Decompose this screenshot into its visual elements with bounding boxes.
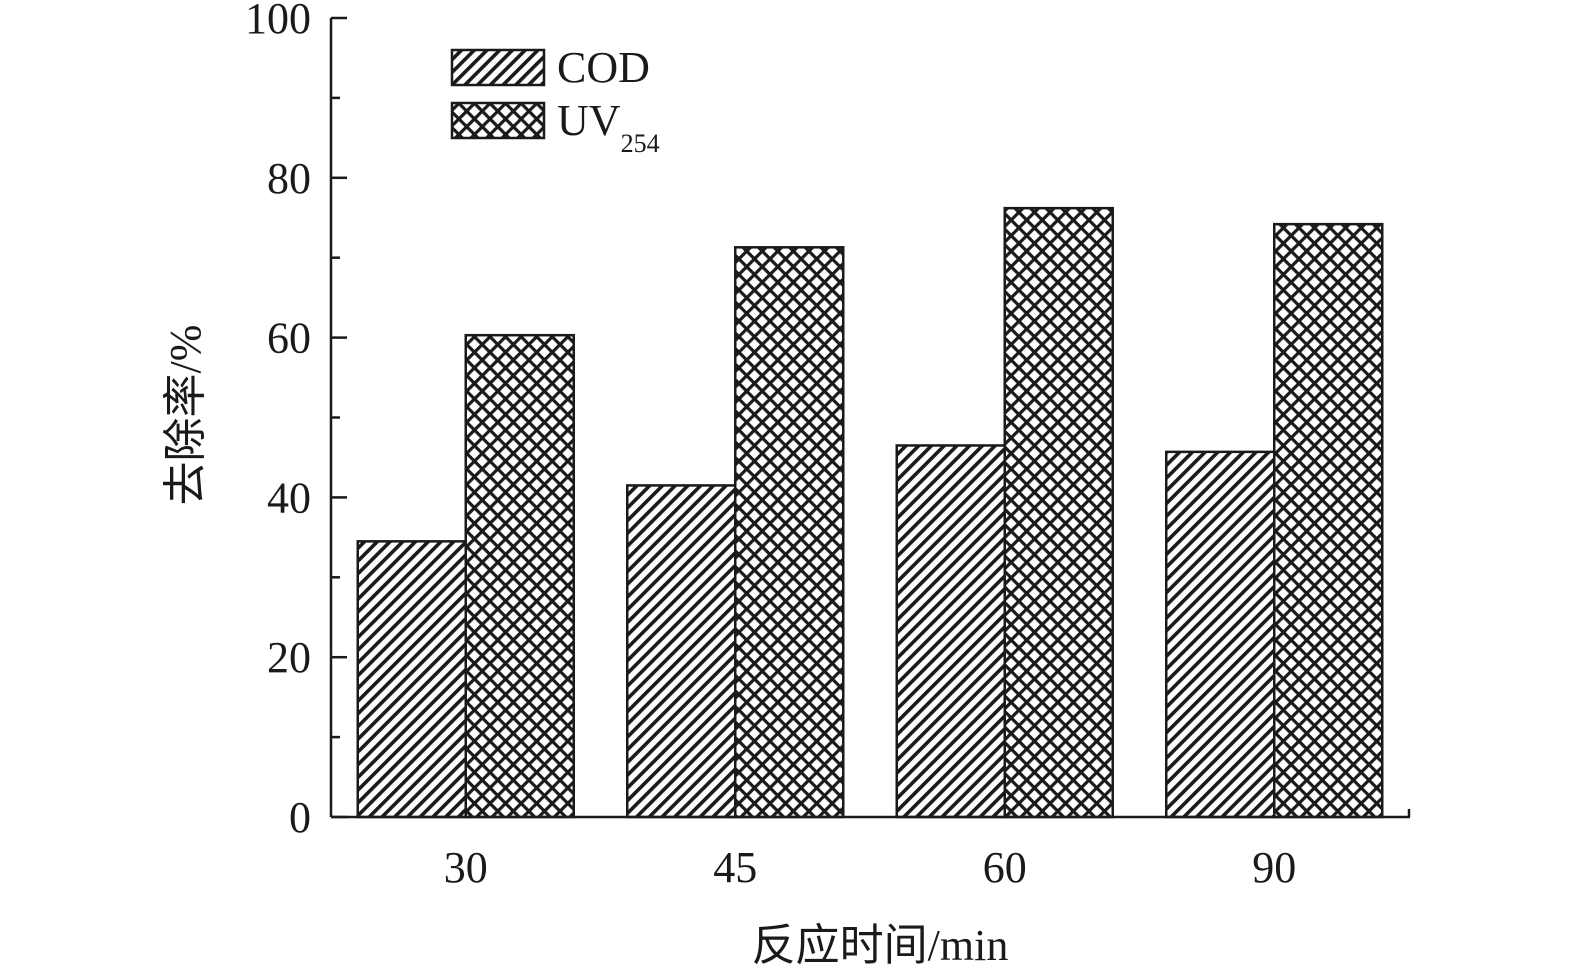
- x-tick-labels: 30 45 60 90: [444, 843, 1297, 892]
- y-tick-label: 80: [267, 154, 311, 203]
- legend-label-uv254-subscript: 254: [621, 129, 660, 158]
- bar-cod-90: [1165, 450, 1276, 819]
- x-tick-label: 30: [444, 843, 488, 892]
- bar-cod-30: [356, 540, 467, 819]
- x-tick-label: 60: [983, 843, 1027, 892]
- bar-uv254-30: [464, 333, 575, 819]
- legend-item-uv254: UV254: [450, 96, 660, 158]
- legend: COD UV254: [450, 43, 660, 158]
- y-axis: 0 20 40 60 80 100: [245, 0, 347, 842]
- bar-uv254-90: [1273, 222, 1384, 819]
- bar-cod-60: [895, 444, 1006, 819]
- y-ticks: 0 20 40 60 80 100: [245, 0, 347, 842]
- legend-item-cod: COD: [450, 43, 650, 92]
- y-tick-label: 40: [267, 473, 311, 522]
- legend-swatch-uv254: [450, 101, 546, 140]
- bar-uv254-45: [734, 246, 845, 819]
- legend-swatch-cod: [450, 48, 546, 87]
- y-tick-label: 0: [289, 793, 311, 842]
- y-tick-label: 20: [267, 633, 311, 682]
- bars-layer: [356, 206, 1384, 819]
- y-tick-label: 100: [245, 0, 311, 43]
- bar-uv254-60: [1003, 206, 1114, 819]
- legend-label-cod: COD: [557, 43, 650, 92]
- x-tick-label: 90: [1252, 843, 1296, 892]
- x-axis-title: 反应时间/min: [752, 921, 1009, 970]
- legend-label-uv254: UV254: [557, 96, 660, 158]
- bar-cod-45: [626, 484, 737, 819]
- y-axis-title: 去除率/%: [161, 325, 210, 506]
- x-tick-label: 45: [713, 843, 757, 892]
- x-axis: 30 45 60 90: [331, 809, 1411, 892]
- y-tick-label: 60: [267, 314, 311, 363]
